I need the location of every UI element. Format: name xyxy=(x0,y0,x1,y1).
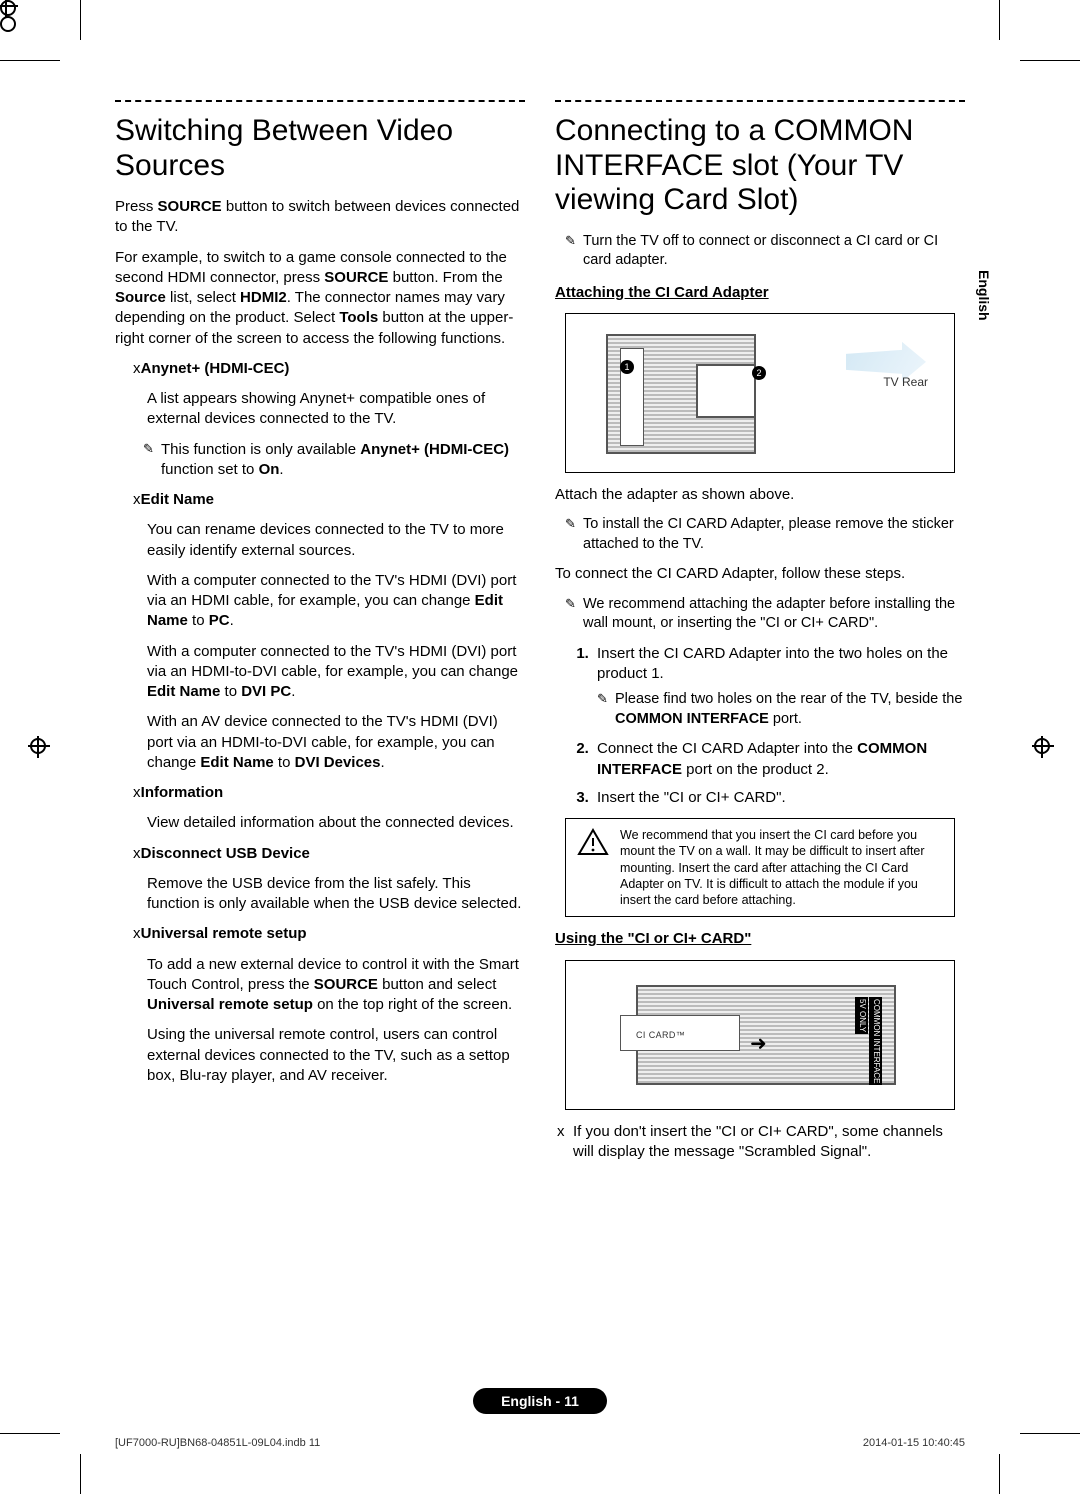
desc-anynet: A list appears showing Anynet+ compatibl… xyxy=(147,389,525,430)
warning-text: We recommend that you insert the CI card… xyxy=(620,827,944,908)
desc-disconnect-usb: Remove the USB device from the list safe… xyxy=(147,874,525,915)
warning-box: We recommend that you insert the CI card… xyxy=(565,818,955,917)
page-content: Switching Between Video Sources Press SO… xyxy=(115,100,965,1374)
section-attaching-adapter: Attaching the CI Card Adapter xyxy=(555,283,965,303)
registration-mark-right xyxy=(1034,738,1050,754)
note-anynet: This function is only available Anynet+ … xyxy=(161,440,525,481)
term-disconnect-usb: Disconnect USB Device xyxy=(133,844,525,864)
crop-mark xyxy=(1020,60,1080,61)
left-column: Switching Between Video Sources Press SO… xyxy=(115,100,525,1374)
registration-mark-bottom xyxy=(0,16,16,32)
section-using-ci-card: Using the "CI or CI+ CARD" xyxy=(555,929,965,949)
intro-paragraph: Press SOURCE button to switch between de… xyxy=(115,197,525,238)
crop-mark xyxy=(1020,1433,1080,1434)
language-tab: English xyxy=(976,270,992,321)
steps-list: Insert the CI CARD Adapter into the two … xyxy=(593,644,965,808)
desc-editname-3: With a computer connected to the TV's HD… xyxy=(147,642,525,703)
crop-mark xyxy=(999,1454,1000,1494)
diagram-label-ci-card: CI CARD™ xyxy=(636,1029,685,1041)
term-anynet: Anynet+ (HDMI-CEC) xyxy=(133,359,525,379)
diagram-ci-card-slot: CI CARD™ ➜ 5V ONLY COMMON INTERFACE xyxy=(565,960,955,1110)
heading-common-interface: Connecting to a COMMON INTERFACE slot (Y… xyxy=(555,100,965,218)
registration-mark-top xyxy=(0,0,16,16)
file-reference: [UF7000-RU]BN68-04851L-09L04.indb 11 xyxy=(115,1437,320,1449)
desc-editname-1: You can rename devices connected to the … xyxy=(147,520,525,561)
term-editname: Edit Name xyxy=(133,490,525,510)
right-column: Connecting to a COMMON INTERFACE slot (Y… xyxy=(555,100,965,1374)
intro-paragraph-2: For example, to switch to a game console… xyxy=(115,248,525,349)
warning-icon xyxy=(576,827,610,857)
crop-mark xyxy=(999,0,1000,40)
heading-switching-sources: Switching Between Video Sources xyxy=(115,100,525,183)
term-universal-remote: Universal remote setup xyxy=(133,924,525,944)
desc-editname-2: With a computer connected to the TV's HD… xyxy=(147,571,525,632)
text-attach-above: Attach the adapter as shown above. xyxy=(555,485,965,505)
note-recommend-wallmount: We recommend attaching the adapter befor… xyxy=(583,595,965,634)
bullet-scrambled-signal: If you don't insert the "CI or CI+ CARD"… xyxy=(573,1122,965,1163)
text-connect-intro: To connect the CI CARD Adapter, follow t… xyxy=(555,564,965,584)
step-2: Connect the CI CARD Adapter into the COM… xyxy=(593,739,965,780)
desc-universal-remote-1: To add a new external device to control … xyxy=(147,955,525,1016)
step-1-note: Please find two holes on the rear of the… xyxy=(615,690,965,729)
desc-universal-remote-2: Using the universal remote control, user… xyxy=(147,1025,525,1086)
crop-mark xyxy=(0,1433,60,1434)
diagram-label-tv-rear: TV Rear xyxy=(883,374,928,390)
page-number-pill: English - 11 xyxy=(473,1388,607,1414)
crop-mark xyxy=(80,0,81,40)
note-remove-sticker: To install the CI CARD Adapter, please r… xyxy=(583,515,965,554)
diagram-label-common-interface: COMMON INTERFACE xyxy=(869,997,882,1085)
crop-mark xyxy=(0,60,60,61)
crop-mark xyxy=(80,1454,81,1494)
desc-editname-4: With an AV device connected to the TV's … xyxy=(147,712,525,773)
note-turn-off: Turn the TV off to connect or disconnect… xyxy=(583,232,965,271)
step-1-text: Insert the CI CARD Adapter into the two … xyxy=(597,645,948,682)
diagram-label-5v: 5V ONLY xyxy=(855,997,868,1034)
diagram-ci-adapter: 1 2 TV Rear xyxy=(565,313,955,473)
step-1: Insert the CI CARD Adapter into the two … xyxy=(593,644,965,730)
registration-mark-left xyxy=(30,738,46,754)
term-information: Information xyxy=(133,783,525,803)
desc-information: View detailed information about the conn… xyxy=(147,813,525,833)
step-3: Insert the "CI or CI+ CARD". xyxy=(593,788,965,808)
print-timestamp: 2014-01-15 10:40:45 xyxy=(863,1437,965,1449)
page-footer: English - 11 xyxy=(0,1388,1080,1414)
